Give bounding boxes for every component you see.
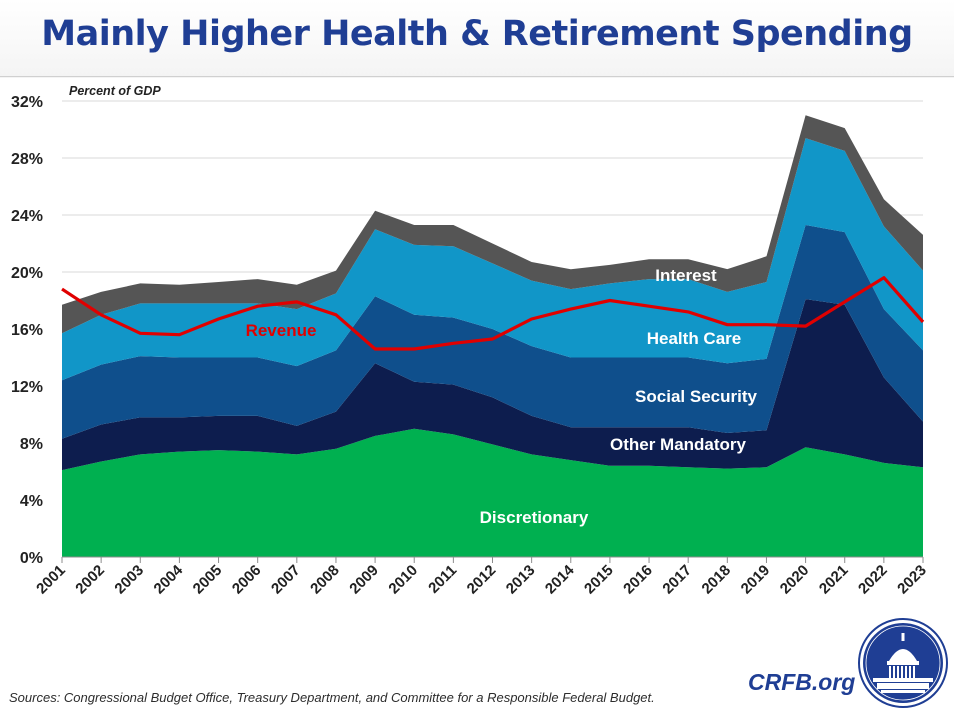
- x-tick-label: 2010: [385, 562, 421, 598]
- area-other-mandatory: [62, 299, 923, 471]
- x-tick-label: 2007: [268, 562, 304, 598]
- y-tick-label: 28%: [11, 151, 43, 168]
- x-tick-label: 2022: [855, 562, 891, 598]
- title-bar: Mainly Higher Health & Retirement Spendi…: [0, 0, 954, 78]
- sources-note: Sources: Congressional Budget Office, Tr…: [9, 690, 655, 705]
- x-tick-label: 2012: [464, 562, 500, 598]
- x-tick-label: 2013: [503, 562, 539, 598]
- stacked-area-chart: 0% 4% 8% 12% 16% 20% 24% 28% 32% 2001 2002 2003 2004…: [11, 84, 930, 598]
- x-tick-label: 2021: [816, 562, 852, 598]
- area-interest: [62, 115, 923, 334]
- x-tick-label: 2009: [346, 562, 382, 598]
- brand-link[interactable]: CRFB.org: [748, 669, 856, 695]
- x-tick-label: 2006: [229, 562, 265, 598]
- label-other-mandatory: Other Mandatory: [610, 435, 747, 454]
- y-tick-label: 24%: [11, 208, 43, 225]
- label-discretionary: Discretionary: [480, 508, 589, 527]
- x-tick-label: 2011: [425, 562, 460, 597]
- x-tick-label: 2016: [620, 562, 656, 598]
- y-tick-label: 8%: [20, 436, 43, 453]
- area-social-security: [62, 225, 923, 439]
- line-layer: [61, 276, 925, 351]
- area-discretionary: [62, 428, 923, 557]
- title-divider: [0, 76, 954, 77]
- x-tick-label: 2014: [542, 561, 578, 597]
- area-layer: [62, 115, 923, 557]
- x-tick-label: 2008: [307, 562, 343, 598]
- series-labels: Interest Health Care Social Security Oth…: [246, 266, 758, 527]
- label-interest: Interest: [655, 266, 717, 285]
- x-tick-label: 2005: [190, 562, 226, 598]
- label-revenue: Revenue: [246, 321, 317, 340]
- x-tick-label: 2017: [659, 562, 695, 598]
- y-tick-label: 20%: [11, 265, 43, 282]
- y-tick-label: 0%: [20, 550, 43, 567]
- x-tick-label: 2001: [33, 562, 69, 598]
- unit-label: Percent of GDP: [69, 84, 161, 98]
- x-tick-label: 2003: [111, 562, 147, 598]
- label-health-care: Health Care: [647, 329, 741, 348]
- y-tick-label: 12%: [11, 379, 43, 396]
- capitol-seal-logo: [858, 618, 948, 708]
- x-tick-label: 2023: [894, 562, 930, 598]
- x-tick-label: 2015: [581, 562, 617, 598]
- page-title: Mainly Higher Health & Retirement Spendi…: [41, 14, 913, 54]
- y-tick-label: 4%: [20, 493, 43, 510]
- x-tick-label: 2018: [699, 562, 735, 598]
- y-tick-label: 32%: [11, 94, 43, 111]
- x-tick-label: 2002: [72, 562, 108, 598]
- line-revenue: [61, 276, 925, 351]
- y-tick-label: 16%: [11, 322, 43, 339]
- x-tick-label: 2020: [777, 562, 813, 598]
- x-tick-label: 2004: [151, 561, 187, 597]
- label-social-security: Social Security: [635, 387, 757, 406]
- x-tick-label: 2019: [738, 562, 774, 598]
